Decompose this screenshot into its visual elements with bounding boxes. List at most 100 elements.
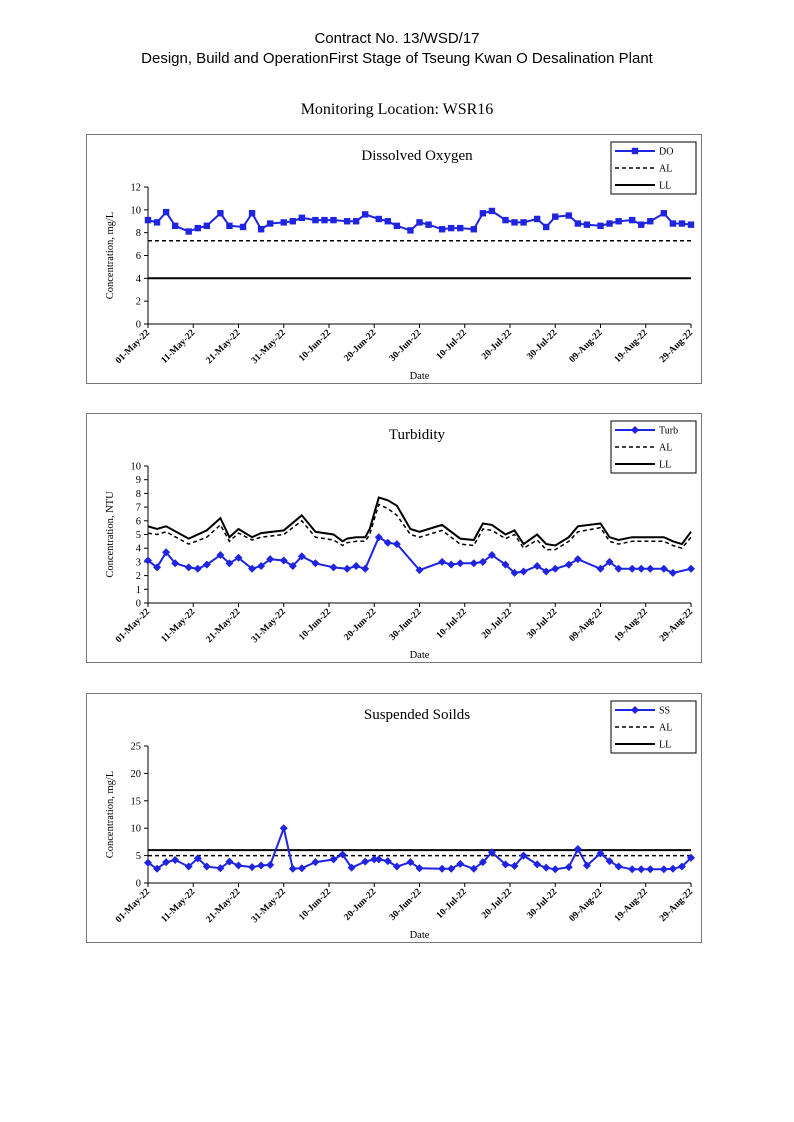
x-tick-label: 19-Aug-22 — [613, 887, 650, 924]
data-point — [552, 213, 559, 220]
contract-number: Contract No. 13/WSD/17 — [314, 30, 480, 47]
data-point — [361, 857, 370, 866]
data-point — [582, 861, 591, 870]
data-point — [144, 216, 152, 224]
x-tick-label: 29-Aug-22 — [658, 607, 695, 644]
data-point — [596, 564, 605, 573]
legend-label: AL — [659, 443, 672, 454]
data-point — [447, 224, 455, 232]
data-point — [311, 858, 320, 867]
x-tick-label: 09-Aug-22 — [568, 607, 605, 644]
data-point — [574, 220, 582, 227]
data-point — [478, 557, 487, 566]
data-point — [162, 548, 171, 557]
data-point — [479, 210, 487, 217]
data-point — [469, 864, 478, 873]
data-point — [234, 861, 243, 870]
data-point — [678, 220, 686, 227]
x-tick-label: 20-Jul-22 — [480, 328, 514, 362]
data-point — [352, 218, 360, 225]
data-point — [384, 218, 392, 225]
action-limit-line — [147, 503, 692, 551]
y-tick-label: 7 — [136, 503, 141, 514]
data-point — [677, 862, 686, 871]
data-point — [614, 862, 623, 871]
x-tick-label: 01-May-22 — [114, 607, 152, 645]
data-point — [194, 224, 201, 232]
data-point — [266, 220, 274, 227]
x-tick-label: 09-Aug-22 — [568, 328, 605, 365]
project-title: Design, Build and OperationFirst Stage o… — [141, 50, 653, 67]
data-point — [637, 865, 646, 874]
data-point — [501, 860, 510, 869]
data-point — [415, 566, 424, 575]
y-tick-label: 25 — [131, 742, 142, 753]
data-point — [605, 557, 614, 566]
data-point — [257, 562, 266, 571]
data-point — [144, 858, 152, 867]
series-ll — [147, 496, 692, 547]
data-point — [374, 533, 383, 542]
y-tick-label: 12 — [131, 183, 142, 194]
series-al — [147, 503, 692, 551]
y-axis-label: Concentration, NTU — [105, 491, 116, 578]
legend-item: LL — [615, 181, 671, 192]
data-point — [543, 223, 550, 231]
y-tick-label: 6 — [136, 516, 141, 527]
x-tick-label: 10-Jun-22 — [297, 887, 333, 923]
data-point — [533, 215, 541, 223]
data-point — [687, 564, 695, 573]
data-point — [393, 222, 401, 230]
data-point — [407, 227, 414, 234]
data-point — [478, 858, 487, 867]
legend-item: Turb — [615, 426, 678, 437]
data-point — [470, 226, 477, 233]
x-tick-label: 30-Jun-22 — [388, 887, 424, 923]
data-point — [374, 855, 383, 864]
limit-level-line — [147, 496, 692, 547]
legend-marker — [631, 706, 639, 714]
data-point — [456, 559, 465, 568]
data-point — [510, 862, 519, 871]
data-point — [510, 568, 519, 577]
x-tick-label: 20-Jul-22 — [480, 607, 514, 641]
data-point — [352, 562, 361, 571]
data-point — [184, 563, 193, 572]
series-line — [147, 824, 692, 871]
data-point — [565, 212, 573, 219]
data-point — [153, 219, 161, 226]
y-tick-label: 2 — [136, 297, 141, 308]
data-point — [614, 564, 623, 573]
data-point — [162, 208, 170, 216]
data-point — [606, 220, 613, 227]
x-tick-label: 21-May-22 — [205, 328, 243, 366]
data-point — [406, 858, 415, 867]
data-point — [447, 560, 456, 569]
data-point — [329, 855, 338, 864]
data-point — [279, 824, 288, 833]
legend-label: DO — [659, 147, 673, 158]
chart-svg: Suspended Soilds 0 5 10 15 20 25 01-May-22 11-Ma… — [105, 700, 697, 941]
chart-dissolved-oxygen: Dissolved Oxygen 0 2 4 6 8 10 12 01-May-22 11-May… — [86, 134, 702, 384]
x-tick-label: 30-Jun-22 — [388, 607, 424, 643]
legend-label: AL — [659, 723, 672, 734]
x-tick-label: 20-Jun-22 — [343, 607, 379, 643]
x-tick-label: 11-May-22 — [160, 607, 198, 645]
data-point — [668, 864, 677, 873]
data-point — [248, 564, 257, 573]
x-tick-label: 11-May-22 — [160, 328, 198, 366]
chart-svg: Dissolved Oxygen 0 2 4 6 8 10 12 01-May-22 11-May… — [105, 141, 697, 382]
y-tick-label: 10 — [131, 462, 142, 473]
data-point — [668, 568, 677, 577]
data-point — [216, 864, 225, 873]
legend-marker — [631, 147, 639, 155]
y-tick-label: 5 — [136, 530, 141, 541]
data-point — [297, 864, 306, 873]
chart-turbidity: Turbidity 0 1 2 3 4 5 6 7 8 9 10 01-May-22 11-May-22 2… — [86, 413, 702, 663]
x-tick-label: 09-Aug-22 — [568, 887, 605, 924]
chart-suspended-solids: Suspended Soilds 0 5 10 15 20 25 01-May-22 11-Ma… — [86, 693, 702, 943]
x-tick-label: 10-Jun-22 — [297, 607, 333, 643]
x-tick-label: 10-Jul-22 — [435, 328, 469, 362]
data-point — [583, 221, 591, 228]
data-point — [456, 859, 465, 868]
